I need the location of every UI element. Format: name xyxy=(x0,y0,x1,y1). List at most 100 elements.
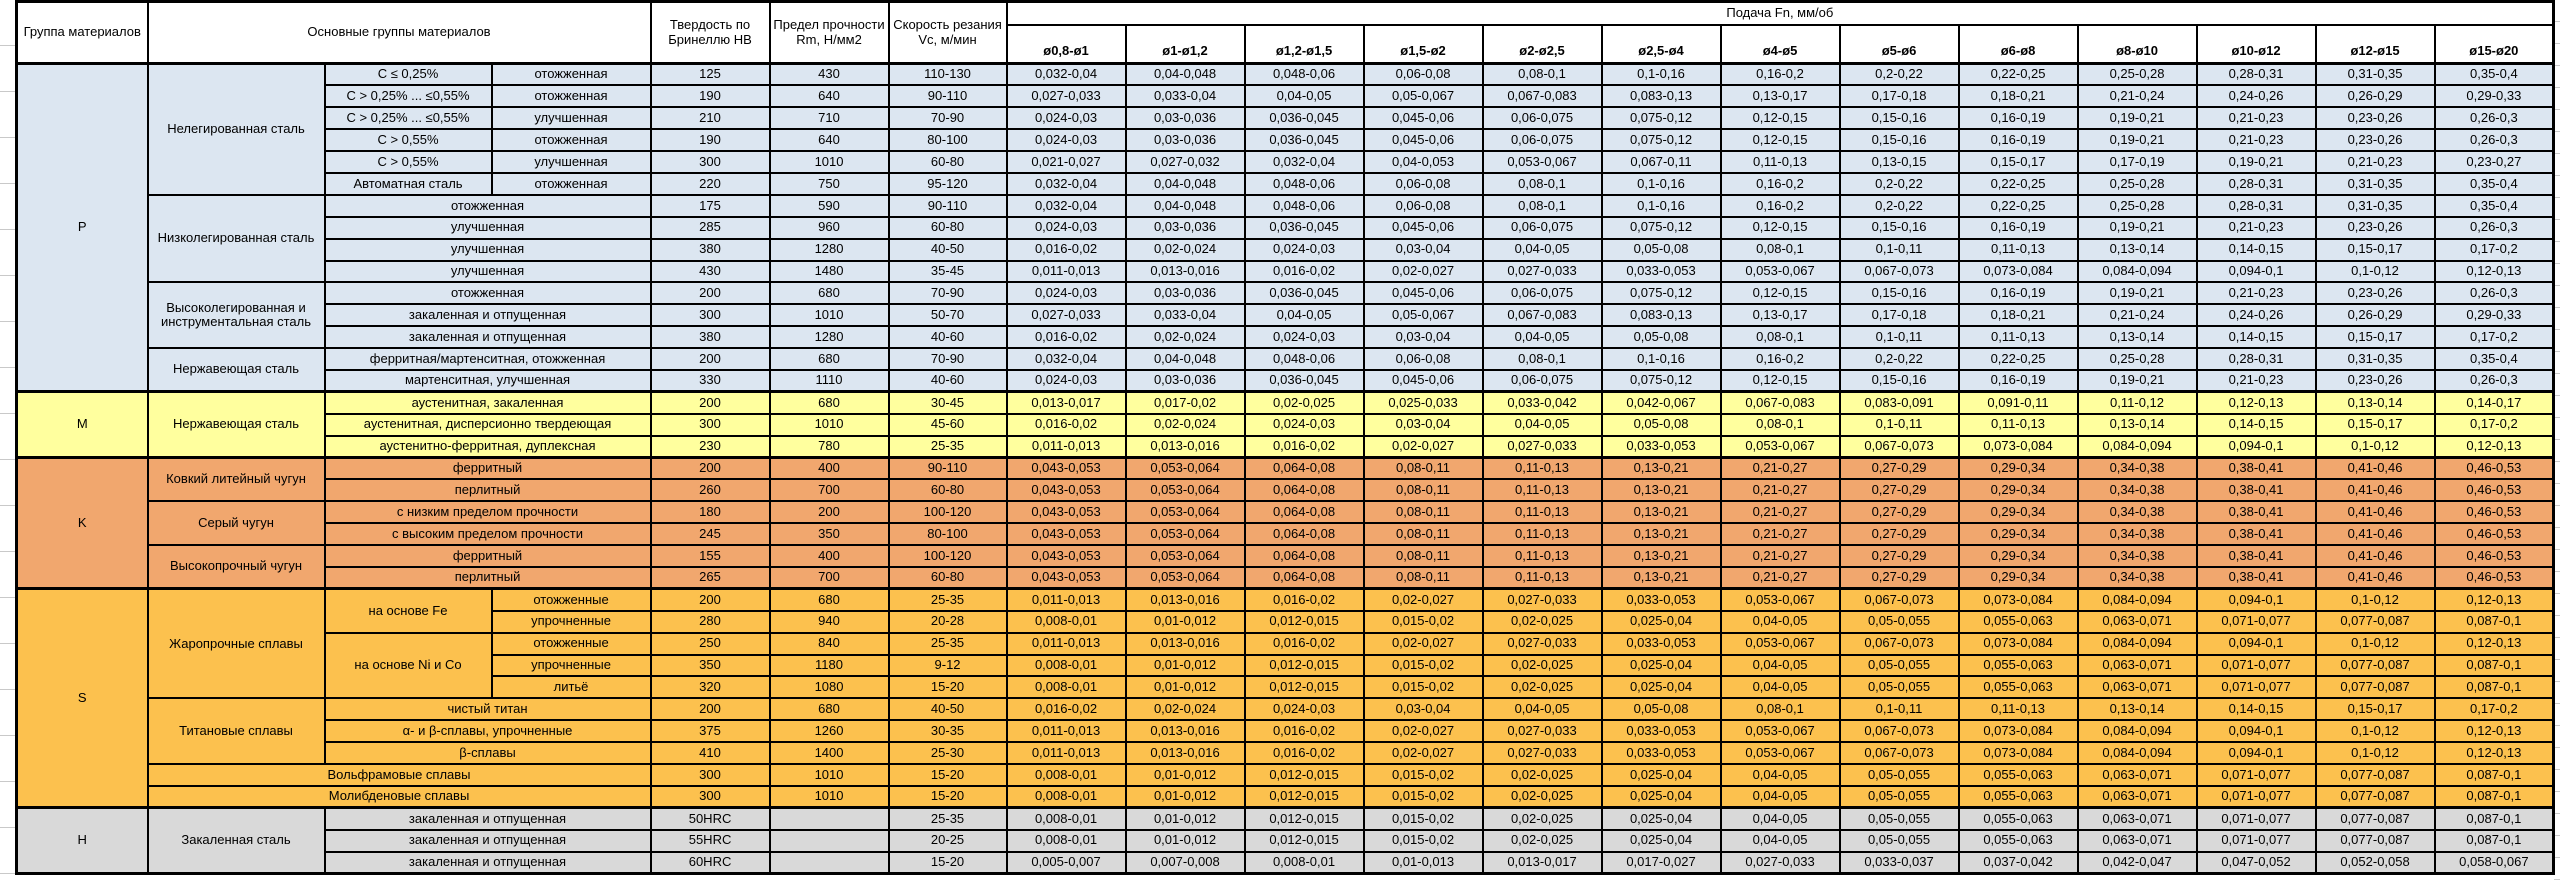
speed-cell[interactable]: 70-90 xyxy=(887,347,1008,371)
speed-cell[interactable]: 95-120 xyxy=(887,171,1008,196)
hardness-cell[interactable]: 125 xyxy=(649,62,771,87)
feed-cell[interactable]: 0,094-0,1 xyxy=(2195,741,2317,765)
feed-cell[interactable]: 0,2-0,22 xyxy=(1838,62,1960,87)
state-cell[interactable]: отожженная xyxy=(323,281,652,306)
feed-cell[interactable]: 0,11-0,13 xyxy=(1481,456,1603,481)
diameter-col-header[interactable]: ø6-ø8 xyxy=(1957,23,2079,65)
feed-cell[interactable]: 0,17-0,18 xyxy=(1838,84,1960,109)
feed-cell[interactable]: 0,043-0,053 xyxy=(1005,478,1127,503)
feed-cell[interactable]: 0,31-0,35 xyxy=(2314,347,2436,371)
feed-cell[interactable]: 0,46-0,53 xyxy=(2433,478,2555,503)
feed-cell[interactable]: 0,03-0,04 xyxy=(1362,412,1484,437)
feed-cell[interactable]: 0,21-0,23 xyxy=(2195,215,2317,240)
state-cell[interactable]: на основе Fe xyxy=(323,587,493,634)
feed-cell[interactable]: 0,19-0,21 xyxy=(2076,106,2198,131)
feed-cell[interactable]: 0,22-0,25 xyxy=(1957,171,2079,196)
col-header-cutting-speed[interactable]: Скорость резания Vc, м/мин xyxy=(887,0,1008,65)
feed-cell[interactable]: 0,087-0,1 xyxy=(2433,784,2555,809)
feed-cell[interactable]: 0,05-0,055 xyxy=(1838,675,1960,700)
feed-cell[interactable]: 0,024-0,03 xyxy=(1243,237,1365,262)
strength-cell[interactable]: 840 xyxy=(768,631,890,656)
group-cell[interactable]: M xyxy=(15,390,149,459)
speed-cell[interactable]: 60-80 xyxy=(887,478,1008,503)
state-cell[interactable]: улучшенная xyxy=(490,106,652,131)
feed-cell[interactable]: 0,087-0,1 xyxy=(2433,653,2555,678)
feed-cell[interactable]: 0,26-0,3 xyxy=(2433,128,2555,153)
feed-cell[interactable]: 0,075-0,12 xyxy=(1600,215,1722,240)
feed-cell[interactable]: 0,11-0,13 xyxy=(1481,522,1603,547)
feed-cell[interactable]: 0,11-0,12 xyxy=(2076,390,2198,415)
strength-cell[interactable]: 710 xyxy=(768,106,890,131)
feed-cell[interactable]: 0,02-0,025 xyxy=(1481,653,1603,678)
state-cell[interactable]: Автоматная сталь xyxy=(323,171,493,196)
feed-cell[interactable]: 0,058-0,067 xyxy=(2433,850,2555,875)
feed-cell[interactable]: 0,015-0,02 xyxy=(1362,609,1484,634)
feed-cell[interactable]: 0,29-0,34 xyxy=(1957,565,2079,590)
strength-cell[interactable]: 590 xyxy=(768,193,890,218)
speed-cell[interactable]: 50-70 xyxy=(887,303,1008,328)
strength-cell[interactable]: 1260 xyxy=(768,719,890,744)
hardness-cell[interactable]: 300 xyxy=(649,412,771,437)
feed-cell[interactable]: 0,01-0,012 xyxy=(1124,675,1246,700)
feed-cell[interactable]: 0,075-0,12 xyxy=(1600,106,1722,131)
material-cell[interactable]: Нержавеющая сталь xyxy=(146,390,326,459)
strength-cell[interactable]: 1010 xyxy=(768,412,890,437)
feed-cell[interactable]: 0,013-0,016 xyxy=(1124,631,1246,656)
strength-cell[interactable]: 1400 xyxy=(768,741,890,765)
strength-cell[interactable]: 680 xyxy=(768,281,890,306)
feed-cell[interactable]: 0,03-0,036 xyxy=(1124,128,1246,153)
feed-cell[interactable]: 0,032-0,04 xyxy=(1005,347,1127,371)
feed-cell[interactable]: 0,21-0,24 xyxy=(2076,303,2198,328)
feed-cell[interactable]: 0,12-0,13 xyxy=(2433,719,2555,744)
feed-cell[interactable]: 0,05-0,055 xyxy=(1838,784,1960,809)
feed-cell[interactable]: 0,23-0,26 xyxy=(2314,128,2436,153)
feed-cell[interactable]: 0,19-0,21 xyxy=(2076,368,2198,393)
feed-cell[interactable]: 0,02-0,027 xyxy=(1362,259,1484,284)
feed-cell[interactable]: 0,25-0,28 xyxy=(2076,62,2198,87)
hardness-cell[interactable]: 200 xyxy=(649,697,771,722)
feed-cell[interactable]: 0,094-0,1 xyxy=(2195,719,2317,744)
feed-cell[interactable]: 0,025-0,033 xyxy=(1362,390,1484,415)
feed-cell[interactable]: 0,077-0,087 xyxy=(2314,806,2436,831)
feed-cell[interactable]: 0,18-0,21 xyxy=(1957,84,2079,109)
feed-cell[interactable]: 0,04-0,05 xyxy=(1719,784,1841,809)
feed-cell[interactable]: 0,21-0,27 xyxy=(1719,522,1841,547)
feed-cell[interactable]: 0,012-0,015 xyxy=(1243,609,1365,634)
diameter-col-header[interactable]: ø1,2-ø1,5 xyxy=(1243,23,1365,65)
state-cell[interactable]: отожженные xyxy=(490,631,652,656)
diameter-col-header[interactable]: ø0,8-ø1 xyxy=(1005,23,1127,65)
feed-cell[interactable]: 0,053-0,064 xyxy=(1124,522,1246,547)
feed-cell[interactable]: 0,15-0,16 xyxy=(1838,106,1960,131)
feed-cell[interactable]: 0,045-0,06 xyxy=(1362,128,1484,153)
feed-cell[interactable]: 0,46-0,53 xyxy=(2433,456,2555,481)
speed-cell[interactable]: 90-110 xyxy=(887,84,1008,109)
strength-cell[interactable]: 1010 xyxy=(768,784,890,809)
feed-cell[interactable]: 0,027-0,033 xyxy=(1481,631,1603,656)
feed-cell[interactable]: 0,06-0,075 xyxy=(1481,281,1603,306)
state-cell[interactable]: литьё xyxy=(490,675,652,700)
state-cell[interactable]: закаленная и отпущенная xyxy=(323,828,652,853)
feed-cell[interactable]: 0,094-0,1 xyxy=(2195,587,2317,612)
feed-cell[interactable]: 0,13-0,21 xyxy=(1600,544,1722,568)
feed-cell[interactable]: 0,29-0,34 xyxy=(1957,456,2079,481)
feed-cell[interactable]: 0,05-0,055 xyxy=(1838,763,1960,787)
feed-cell[interactable]: 0,045-0,06 xyxy=(1362,106,1484,131)
feed-cell[interactable]: 0,46-0,53 xyxy=(2433,522,2555,547)
feed-cell[interactable]: 0,38-0,41 xyxy=(2195,522,2317,547)
feed-cell[interactable]: 0,29-0,34 xyxy=(1957,478,2079,503)
state-cell[interactable]: с высоким пределом прочности xyxy=(323,522,652,547)
feed-cell[interactable]: 0,05-0,08 xyxy=(1600,237,1722,262)
strength-cell[interactable]: 200 xyxy=(768,500,890,525)
feed-cell[interactable]: 0,024-0,03 xyxy=(1005,128,1127,153)
feed-cell[interactable]: 0,047-0,052 xyxy=(2195,850,2317,875)
hardness-cell[interactable]: 200 xyxy=(649,390,771,415)
state-cell[interactable]: отожженная xyxy=(490,84,652,109)
hardness-cell[interactable]: 230 xyxy=(649,434,771,459)
feed-cell[interactable]: 0,03-0,036 xyxy=(1124,215,1246,240)
feed-cell[interactable]: 0,23-0,26 xyxy=(2314,368,2436,393)
feed-cell[interactable]: 0,01-0,013 xyxy=(1362,850,1484,875)
strength-cell[interactable]: 700 xyxy=(768,478,890,503)
feed-cell[interactable]: 0,14-0,15 xyxy=(2195,412,2317,437)
material-cell[interactable]: Закаленная сталь xyxy=(146,806,326,875)
strength-cell[interactable]: 700 xyxy=(768,565,890,590)
